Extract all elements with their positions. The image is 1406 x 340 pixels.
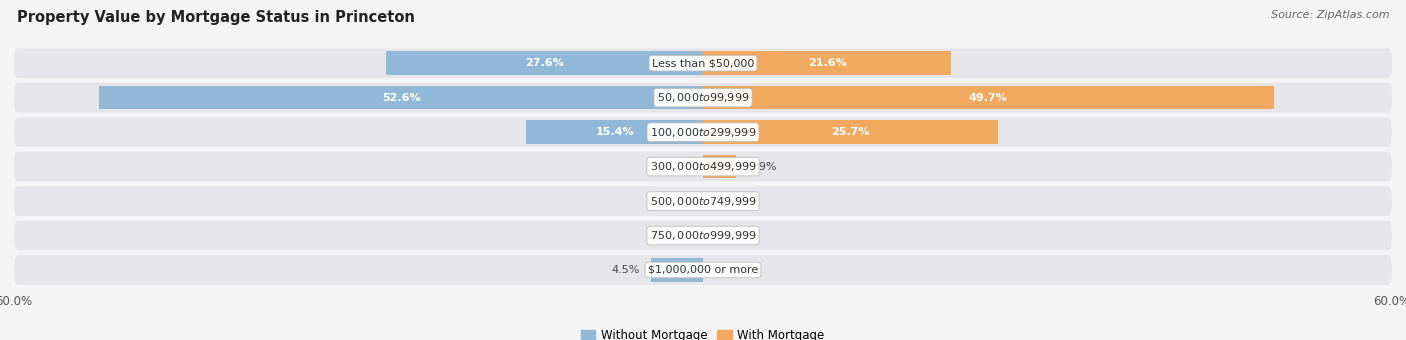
Text: Property Value by Mortgage Status in Princeton: Property Value by Mortgage Status in Pri… [17,10,415,25]
Text: 49.7%: 49.7% [969,93,1008,103]
Text: Less than $50,000: Less than $50,000 [652,58,754,68]
Text: $750,000 to $999,999: $750,000 to $999,999 [650,229,756,242]
Text: 0.0%: 0.0% [645,196,675,206]
FancyBboxPatch shape [14,255,1392,285]
Text: 2.9%: 2.9% [748,162,776,172]
Text: 0.0%: 0.0% [645,231,675,240]
Bar [526,120,703,144]
Text: 0.0%: 0.0% [731,231,761,240]
Bar [703,86,1274,109]
Text: 25.7%: 25.7% [831,127,870,137]
Text: $50,000 to $99,999: $50,000 to $99,999 [657,91,749,104]
Bar [387,51,703,75]
Text: 52.6%: 52.6% [381,93,420,103]
Text: 27.6%: 27.6% [526,58,564,68]
Text: Source: ZipAtlas.com: Source: ZipAtlas.com [1271,10,1389,20]
FancyBboxPatch shape [14,186,1392,216]
FancyBboxPatch shape [14,117,1392,147]
Legend: Without Mortgage, With Mortgage: Without Mortgage, With Mortgage [581,329,825,340]
Text: 0.0%: 0.0% [645,162,675,172]
Bar [651,258,703,282]
FancyBboxPatch shape [14,83,1392,113]
FancyBboxPatch shape [14,48,1392,78]
Text: $1,000,000 or more: $1,000,000 or more [648,265,758,275]
Text: 0.0%: 0.0% [731,196,761,206]
Text: $500,000 to $749,999: $500,000 to $749,999 [650,194,756,207]
Bar [703,51,950,75]
Text: $100,000 to $299,999: $100,000 to $299,999 [650,126,756,139]
FancyBboxPatch shape [14,152,1392,182]
Bar [703,155,737,178]
Bar [703,120,998,144]
Text: 21.6%: 21.6% [807,58,846,68]
Text: 15.4%: 15.4% [595,127,634,137]
Text: 4.5%: 4.5% [612,265,640,275]
Bar [98,86,703,109]
FancyBboxPatch shape [14,221,1392,250]
Text: 0.0%: 0.0% [731,265,761,275]
Text: $300,000 to $499,999: $300,000 to $499,999 [650,160,756,173]
